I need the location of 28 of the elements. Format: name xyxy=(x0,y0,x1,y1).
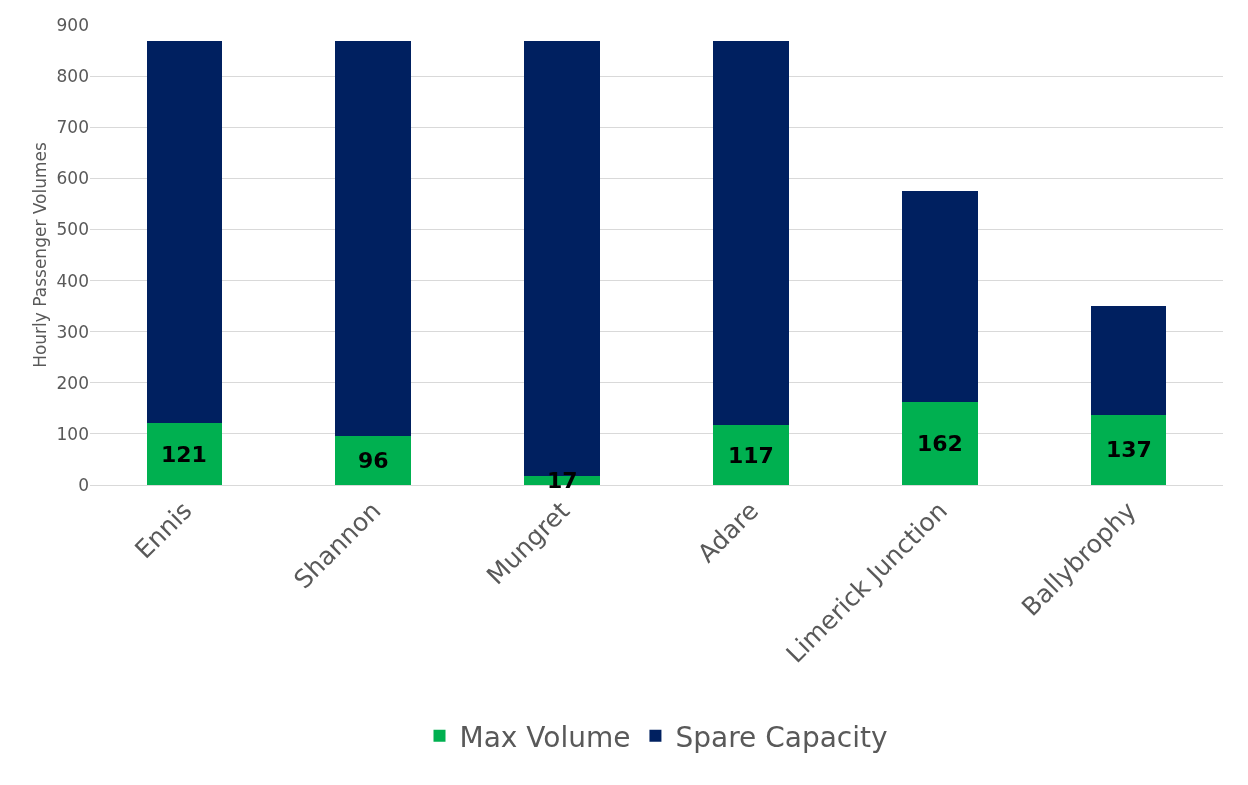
bar xyxy=(146,423,223,485)
y-tick-label: 0 xyxy=(78,474,89,495)
bar xyxy=(713,41,789,426)
data-label: 137 xyxy=(1106,437,1152,462)
legend-label: Spare Capacity xyxy=(675,720,888,754)
data-label: 96 xyxy=(358,448,389,473)
bar xyxy=(146,41,223,424)
bar xyxy=(335,435,412,485)
bar xyxy=(901,190,978,403)
data-label: 117 xyxy=(728,443,774,468)
y-tick-label: 600 xyxy=(56,168,89,189)
bar xyxy=(713,425,789,485)
y-tick-label: 200 xyxy=(56,372,89,393)
y-tick-label: 900 xyxy=(56,14,89,35)
y-tick-label: 700 xyxy=(56,117,89,138)
legend-label: Max Volume xyxy=(459,720,631,754)
bar xyxy=(1090,414,1167,485)
y-tick-label: 500 xyxy=(56,219,89,240)
y-tick-label: 300 xyxy=(56,321,89,342)
y-tick-label: 800 xyxy=(56,66,89,87)
bar xyxy=(335,41,412,436)
bar xyxy=(1090,305,1167,415)
data-label: 162 xyxy=(917,431,963,456)
data-label: 121 xyxy=(161,442,207,467)
bar xyxy=(901,402,978,485)
y-tick-label: 400 xyxy=(56,270,89,291)
y-tick-label: 100 xyxy=(56,423,89,444)
y-axis-title: Hourly Passenger Volumes xyxy=(30,142,50,368)
